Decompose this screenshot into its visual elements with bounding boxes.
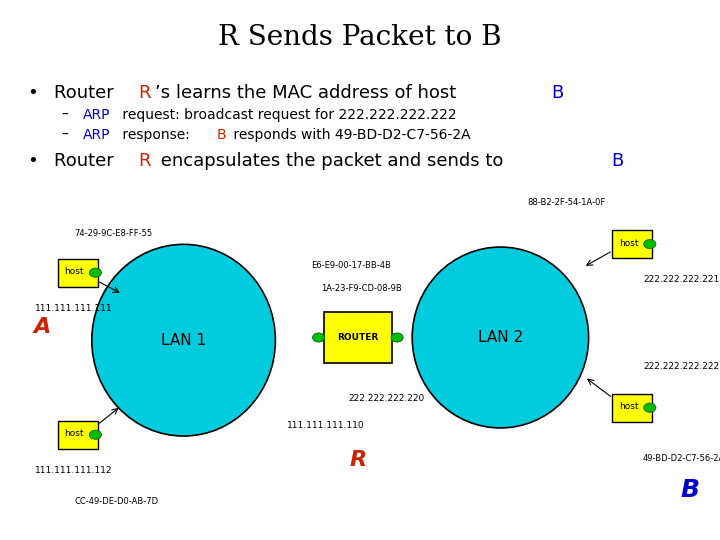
Text: 222.222.222.222: 222.222.222.222 bbox=[643, 362, 719, 371]
Text: request: broadcast request for 222.222.222.222: request: broadcast request for 222.222.2… bbox=[118, 108, 457, 122]
Text: host: host bbox=[64, 429, 84, 438]
Text: •: • bbox=[27, 152, 38, 170]
Text: response:: response: bbox=[118, 128, 194, 142]
Circle shape bbox=[312, 333, 325, 342]
Text: 88-B2-2F-54-1A-0F: 88-B2-2F-54-1A-0F bbox=[528, 198, 606, 207]
FancyBboxPatch shape bbox=[612, 394, 652, 422]
Text: 222.222.222.221: 222.222.222.221 bbox=[643, 275, 719, 285]
Text: 111.111.111.110: 111.111.111.110 bbox=[287, 421, 364, 430]
Text: R: R bbox=[138, 152, 151, 170]
Text: ARP: ARP bbox=[83, 128, 110, 142]
Text: –: – bbox=[61, 128, 68, 142]
Text: B: B bbox=[551, 84, 563, 102]
FancyBboxPatch shape bbox=[58, 259, 98, 287]
Text: 111.111.111.112: 111.111.111.112 bbox=[35, 466, 112, 475]
Text: A: A bbox=[33, 316, 50, 337]
Text: B: B bbox=[680, 478, 699, 502]
FancyBboxPatch shape bbox=[58, 421, 98, 449]
Text: ROUTER: ROUTER bbox=[337, 333, 379, 342]
Text: 222.222.222.220: 222.222.222.220 bbox=[348, 394, 425, 403]
Text: B: B bbox=[611, 152, 624, 170]
Ellipse shape bbox=[412, 247, 589, 428]
Text: 49-BD-D2-C7-56-2A: 49-BD-D2-C7-56-2A bbox=[643, 454, 720, 463]
Text: –: – bbox=[61, 108, 68, 122]
Text: R Sends Packet to B: R Sends Packet to B bbox=[218, 24, 502, 51]
Circle shape bbox=[644, 240, 656, 248]
Text: host: host bbox=[64, 267, 84, 276]
Text: B: B bbox=[217, 128, 226, 142]
Text: E6-E9-00-17-BB-4B: E6-E9-00-17-BB-4B bbox=[311, 261, 390, 270]
Text: ARP: ARP bbox=[83, 108, 110, 122]
Text: responds with 49-BD-D2-C7-56-2A: responds with 49-BD-D2-C7-56-2A bbox=[229, 128, 471, 142]
Text: R: R bbox=[349, 450, 366, 470]
Text: LAN 2: LAN 2 bbox=[478, 330, 523, 345]
Text: 74-29-9C-E8-FF-55: 74-29-9C-E8-FF-55 bbox=[74, 228, 153, 238]
Text: 111.111.111.111: 111.111.111.111 bbox=[35, 304, 112, 313]
Text: host: host bbox=[618, 402, 639, 411]
Text: Router: Router bbox=[54, 152, 120, 170]
FancyBboxPatch shape bbox=[324, 312, 392, 363]
Text: R: R bbox=[138, 84, 151, 102]
Circle shape bbox=[391, 333, 403, 342]
Circle shape bbox=[89, 430, 102, 440]
Text: 1A-23-F9-CD-08-9B: 1A-23-F9-CD-08-9B bbox=[321, 284, 402, 293]
Circle shape bbox=[644, 403, 656, 413]
Text: encapsulates the packet and sends to: encapsulates the packet and sends to bbox=[155, 152, 509, 170]
Text: CC-49-DE-D0-AB-7D: CC-49-DE-D0-AB-7D bbox=[74, 497, 158, 506]
Text: ’s learns the MAC address of host: ’s learns the MAC address of host bbox=[155, 84, 462, 102]
Circle shape bbox=[89, 268, 102, 277]
Text: host: host bbox=[618, 239, 639, 247]
Ellipse shape bbox=[92, 244, 275, 436]
Text: Router: Router bbox=[54, 84, 120, 102]
Text: LAN 1: LAN 1 bbox=[161, 333, 206, 348]
Text: •: • bbox=[27, 84, 38, 102]
FancyBboxPatch shape bbox=[612, 230, 652, 258]
